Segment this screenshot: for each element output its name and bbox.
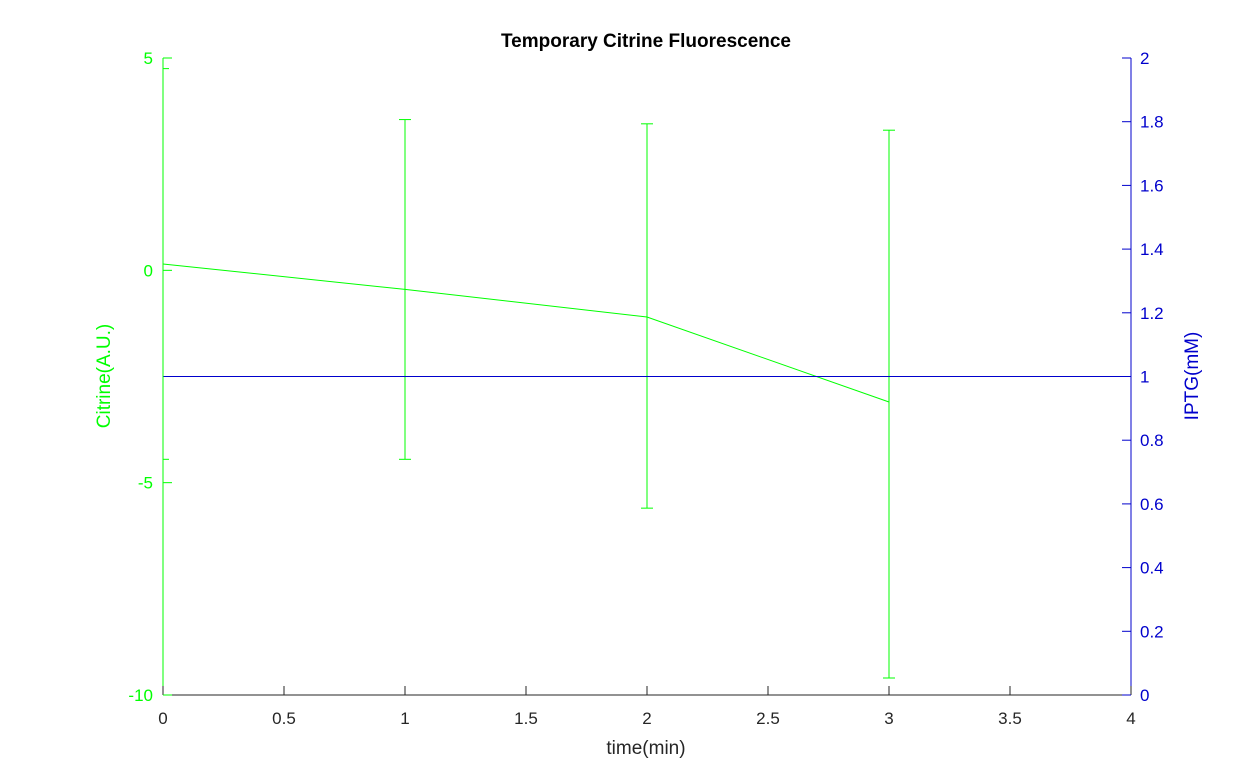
x-tick-label: 2 — [642, 709, 651, 728]
x-tick-label: 0 — [158, 709, 167, 728]
y-right-tick-label: 0 — [1140, 686, 1149, 705]
y-right-tick-label: 0.8 — [1140, 431, 1164, 450]
y-right-tick-label: 1.8 — [1140, 113, 1164, 132]
plot-content — [162, 68, 1131, 679]
x-tick-label: 1.5 — [514, 709, 538, 728]
series-line-citrine — [162, 263, 890, 403]
y-left-axis-label: Citrine(A.U.) — [94, 324, 115, 429]
x-tick-label: 1 — [400, 709, 409, 728]
y-right-tick-label: 0.4 — [1140, 559, 1164, 578]
ticks: 0 0.5 1 1.5 2 2.5 3 3.5 4 -10 -5 0 5 0 0.2 0.4 0.6 0.8 1 1.… — [128, 49, 1163, 728]
x-tick-label: 2.5 — [756, 709, 780, 728]
y-right-tick-label: 0.2 — [1140, 622, 1164, 641]
x-axis-label: time(min) — [606, 738, 685, 759]
x-tick-label: 0.5 — [272, 709, 296, 728]
y-left-tick-label: -10 — [128, 686, 153, 705]
y-right-axis-label: IPTG(mM) — [1182, 332, 1203, 421]
y-right-tick-label: 2 — [1140, 49, 1149, 68]
y-right-tick-label: 1 — [1140, 368, 1149, 387]
y-right-tick-label: 1.2 — [1140, 304, 1164, 323]
y-left-tick-label: 0 — [144, 261, 153, 280]
x-tick-label: 4 — [1126, 709, 1135, 728]
x-tick-label: 3.5 — [998, 709, 1022, 728]
x-tick-label: 3 — [884, 709, 893, 728]
y-right-tick-label: 1.6 — [1140, 176, 1164, 195]
y-left-tick-label: -5 — [138, 474, 153, 493]
y-right-tick-label: 1.4 — [1140, 240, 1164, 259]
y-right-tick-label: 0.6 — [1140, 495, 1164, 514]
chart-title: Temporary Citrine Fluorescence — [501, 31, 791, 52]
y-left-tick-label: 5 — [144, 49, 153, 68]
